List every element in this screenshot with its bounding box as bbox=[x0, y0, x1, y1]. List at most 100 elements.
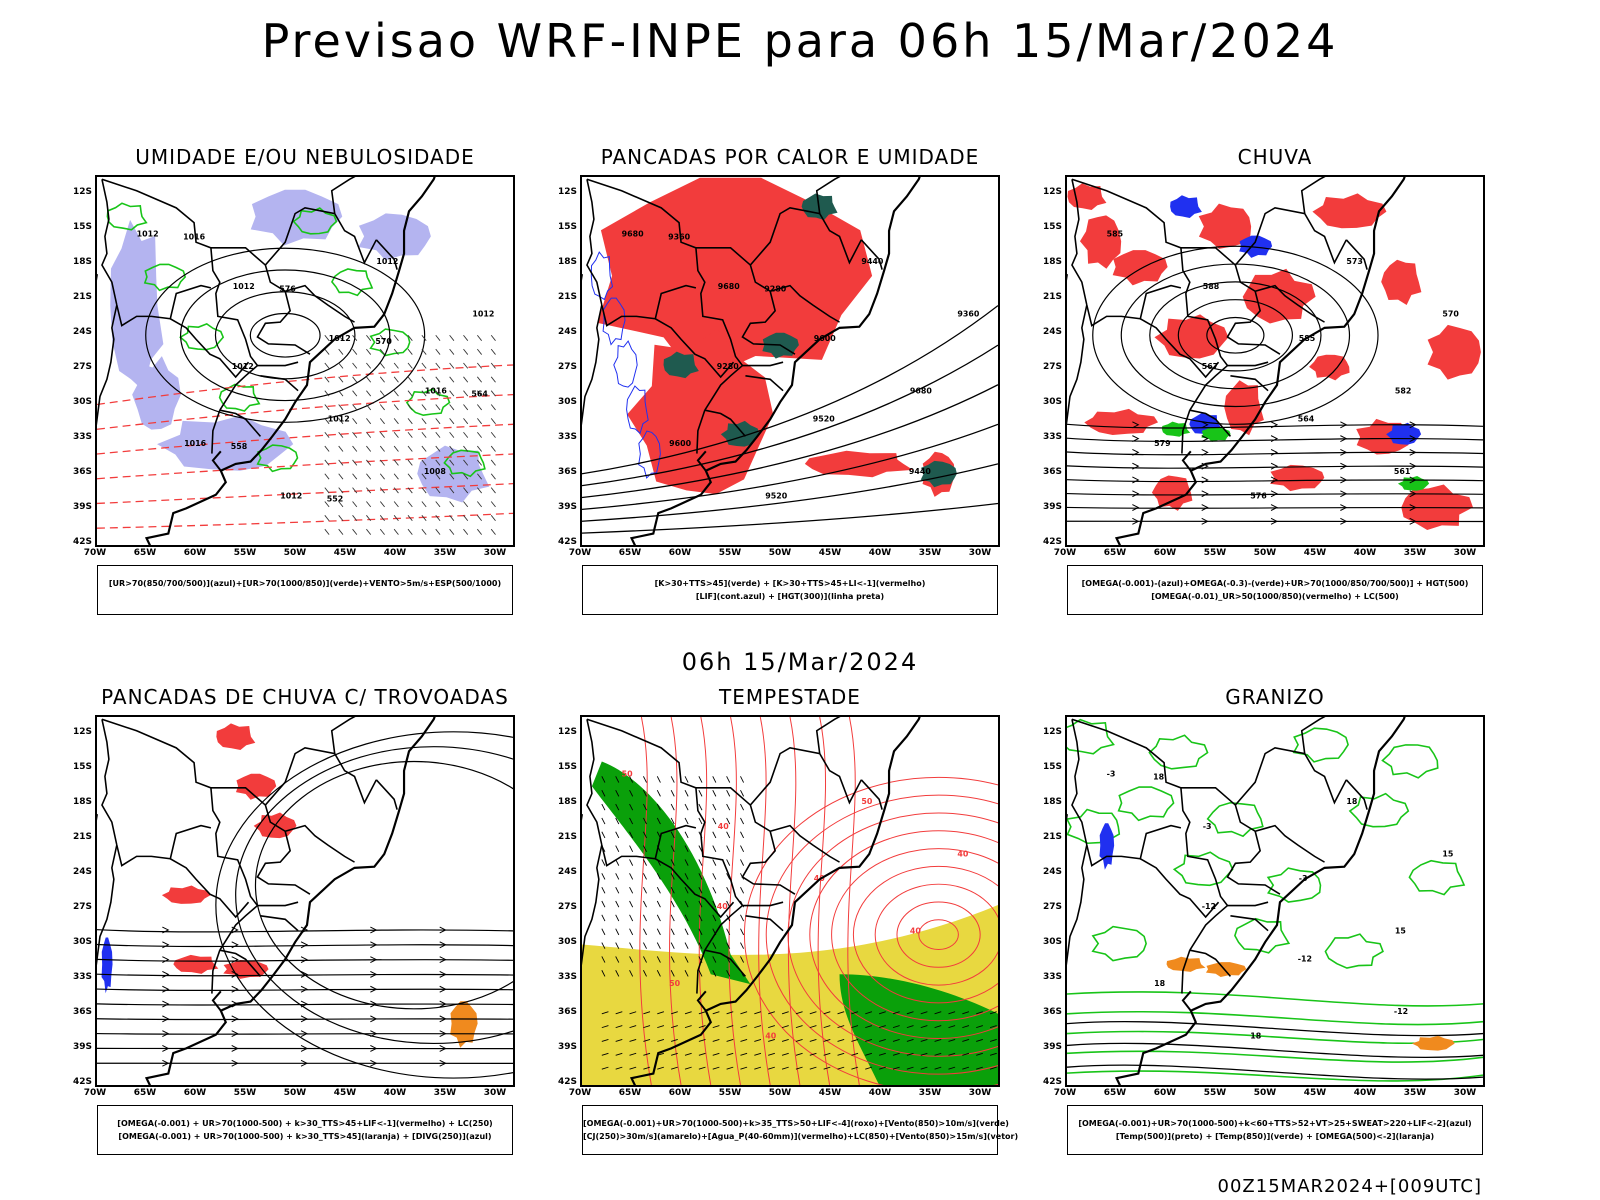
longitude-tick-label: 35W bbox=[1403, 1088, 1427, 1098]
wind-vector bbox=[338, 473, 344, 480]
wind-vector bbox=[726, 1039, 734, 1042]
wind-vector bbox=[892, 1039, 900, 1042]
wind-vector bbox=[934, 1039, 942, 1042]
latitude-tick-label: 33S bbox=[557, 972, 577, 982]
rain-area-red bbox=[1079, 215, 1122, 269]
wind-vector bbox=[449, 445, 455, 452]
wind-vector bbox=[643, 970, 647, 977]
wind-vector bbox=[601, 914, 606, 922]
longitude-tick-label: 45W bbox=[818, 1088, 842, 1098]
streamline bbox=[254, 760, 513, 1010]
longitude-tick-label: 50W bbox=[283, 1088, 307, 1098]
wind-vector bbox=[671, 1066, 678, 1070]
wind-vector bbox=[324, 515, 330, 522]
wind-vector bbox=[740, 859, 745, 866]
political-border bbox=[815, 177, 841, 214]
wind-vector bbox=[407, 362, 413, 369]
thunderstorm-area-orange bbox=[450, 1001, 478, 1048]
wind-vector bbox=[754, 1039, 762, 1042]
longitude-tick-label: 40W bbox=[868, 1088, 892, 1098]
umidade-fields: 1012 1012 1012 1016 1016 1012 1012 1012 1012 1012… bbox=[97, 189, 513, 535]
wind-vector bbox=[684, 970, 689, 977]
instability-area-green bbox=[663, 351, 699, 379]
streamline-arrow bbox=[1132, 517, 1140, 525]
wind-vector bbox=[906, 1052, 914, 1056]
wind-vector bbox=[629, 859, 634, 866]
political-border bbox=[330, 177, 356, 214]
streamline-arrow bbox=[439, 985, 447, 993]
pressure-label: 564 bbox=[471, 390, 488, 399]
longitude-tick-label: 65W bbox=[1103, 548, 1127, 558]
wind-vector bbox=[656, 790, 661, 797]
wind-vector bbox=[615, 914, 620, 922]
latitude-tick-label: 12S bbox=[557, 187, 577, 197]
political-border bbox=[101, 719, 250, 919]
wind-vector bbox=[490, 515, 496, 522]
streamline-arrow bbox=[1409, 462, 1417, 470]
wind-vector bbox=[366, 445, 372, 452]
wind-vector bbox=[366, 362, 372, 369]
wind-vector bbox=[393, 487, 399, 494]
pressure-isobar bbox=[145, 247, 426, 423]
wind-vector bbox=[352, 473, 358, 480]
wind-vector bbox=[712, 900, 717, 908]
wind-vector bbox=[324, 362, 330, 369]
wind-vector bbox=[449, 418, 455, 425]
wind-vector bbox=[601, 900, 606, 908]
longitude-tick-label: 50W bbox=[1253, 548, 1277, 558]
political-border bbox=[169, 824, 212, 859]
rain-area-red bbox=[1242, 268, 1316, 324]
wind-vector bbox=[740, 1052, 748, 1056]
wind-vector bbox=[629, 914, 634, 922]
streamline-arrow bbox=[1132, 476, 1140, 484]
political-border bbox=[97, 304, 118, 426]
rain-area-red bbox=[1151, 475, 1193, 511]
streamline-arrow bbox=[370, 1045, 378, 1052]
longitude-tick-label: 40W bbox=[868, 548, 892, 558]
longitude-tick-label: 50W bbox=[768, 548, 792, 558]
wind-vector bbox=[449, 376, 455, 383]
wind-vector bbox=[629, 817, 634, 825]
height-label: 9680 bbox=[622, 229, 645, 238]
wind-vector bbox=[629, 942, 634, 949]
streamline-arrow bbox=[300, 1030, 309, 1038]
thickness-contour-red bbox=[97, 423, 513, 455]
wind-vector bbox=[768, 1066, 775, 1070]
latitude-tick-label: 42S bbox=[72, 1077, 92, 1087]
wind-vector bbox=[781, 1039, 789, 1042]
political-border bbox=[1181, 409, 1191, 454]
wind-vector bbox=[809, 1039, 817, 1042]
temp-850-contour bbox=[1067, 991, 1483, 1007]
wind-vector bbox=[684, 859, 689, 866]
wind-vector bbox=[476, 431, 483, 438]
wind-vector bbox=[643, 928, 647, 936]
coastline bbox=[629, 177, 921, 545]
political-border bbox=[1345, 779, 1368, 810]
wind-vector bbox=[962, 1039, 970, 1042]
wind-vector bbox=[435, 362, 441, 369]
streamline-arrow bbox=[1132, 421, 1140, 429]
wind-vector bbox=[989, 1066, 997, 1070]
wind-vector bbox=[643, 1066, 651, 1070]
wind-vector bbox=[615, 817, 620, 825]
wind-vector bbox=[740, 914, 745, 922]
wind-vector bbox=[684, 790, 689, 797]
thickness-contour-red bbox=[97, 453, 513, 480]
thunderstorm-area-red bbox=[216, 723, 256, 750]
longitude-tick-label: 35W bbox=[433, 548, 457, 558]
wind-vector bbox=[740, 956, 745, 963]
wind-vector bbox=[615, 1052, 623, 1056]
wind-vector bbox=[393, 445, 399, 452]
lifted-index-contour bbox=[638, 430, 661, 479]
latitude-tick-label: 30S bbox=[1042, 397, 1062, 407]
wind-vector bbox=[740, 845, 745, 852]
height-label: 9360 bbox=[668, 232, 691, 241]
political-border bbox=[1181, 949, 1191, 994]
streamline-arrow bbox=[162, 971, 170, 978]
political-border bbox=[1180, 747, 1348, 807]
pressure-label: 1012 bbox=[376, 257, 398, 266]
height-contour bbox=[582, 502, 998, 534]
wind-vector bbox=[698, 1025, 706, 1029]
wind-vector bbox=[421, 362, 427, 369]
